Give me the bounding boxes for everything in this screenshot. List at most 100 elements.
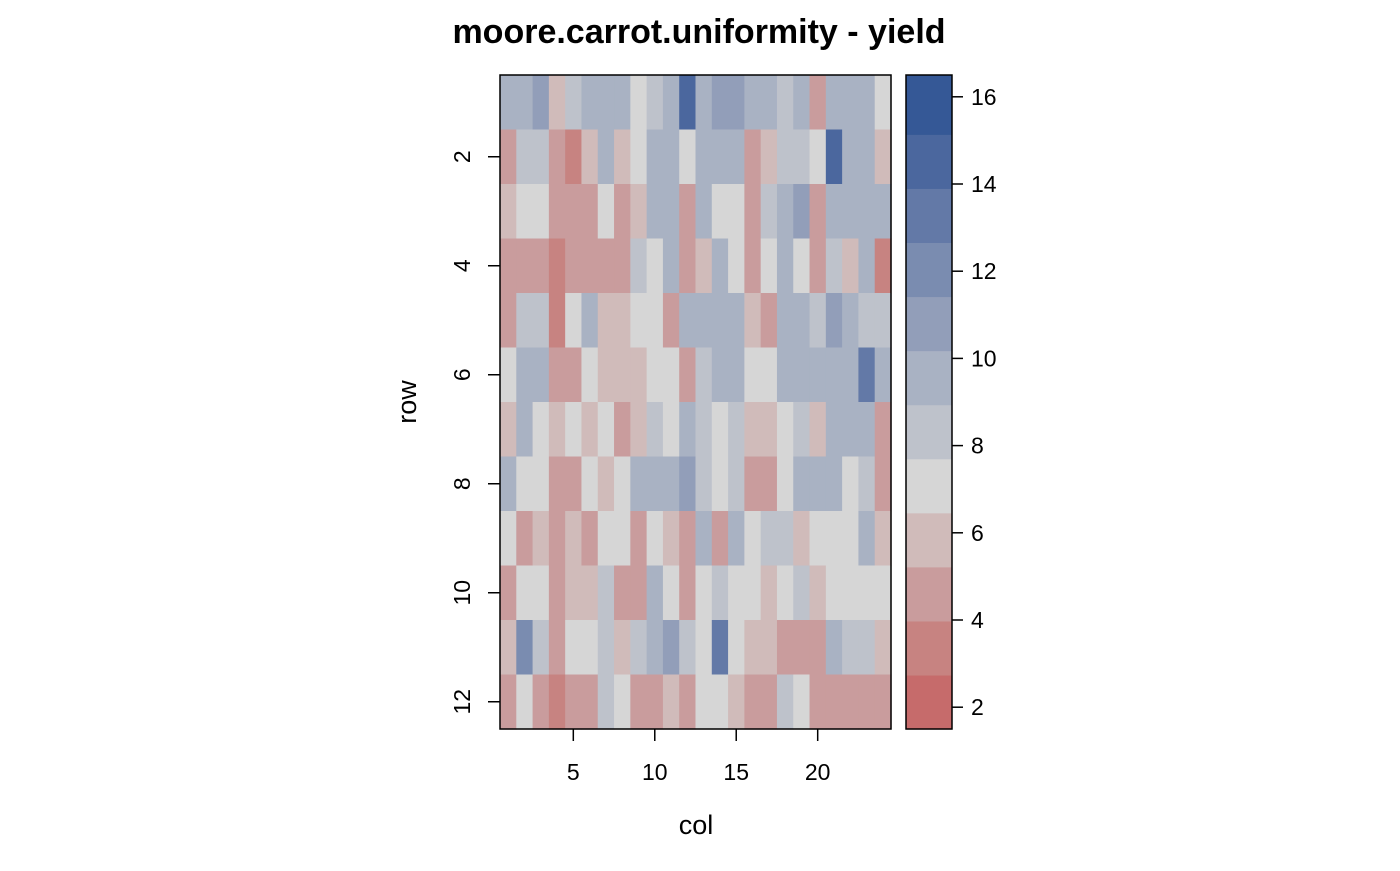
heatmap-cell (695, 293, 713, 349)
heatmap-cell (630, 620, 648, 676)
heatmap-cell (695, 674, 713, 730)
heatmap-cell (662, 184, 680, 240)
heatmap-cell (581, 238, 599, 294)
heatmap-cell (614, 184, 631, 240)
heatmap-cell (809, 238, 827, 294)
heatmap-cell (744, 184, 762, 240)
heatmap-cell (548, 75, 566, 131)
heatmap-cell (728, 238, 745, 294)
heatmap-cell (565, 511, 583, 567)
heatmap-cell (874, 184, 892, 240)
y-tick-label: 2 (449, 150, 475, 163)
heatmap-cell (614, 456, 631, 512)
heatmap-cell (858, 75, 876, 131)
heatmap-cell (825, 184, 843, 240)
heatmap-cell (858, 456, 876, 512)
heatmap-cell (500, 293, 517, 349)
heatmap-cell (662, 402, 680, 458)
heatmap-cell (695, 402, 713, 458)
heatmap-cell (728, 674, 745, 730)
heatmap-cell (842, 238, 860, 294)
heatmap-cell (548, 347, 566, 403)
heatmap-cell (776, 565, 794, 621)
heatmap-cell (679, 511, 697, 567)
heatmap-cell (548, 129, 566, 185)
heatmap-cell (760, 238, 778, 294)
heatmap-cell (744, 620, 762, 676)
heatmap-cell (695, 456, 713, 512)
heatmap-cell (516, 565, 534, 621)
heatmap-cell (679, 184, 697, 240)
heatmap-cell (679, 402, 697, 458)
y-tick-label: 10 (449, 580, 475, 606)
heatmap-cell (809, 293, 827, 349)
heatmap-cell (776, 129, 794, 185)
heatmap-cell (597, 293, 615, 349)
heatmap-cell (630, 293, 648, 349)
heatmap-cell (809, 129, 827, 185)
heatmap-cell (532, 293, 550, 349)
heatmap-cell (793, 293, 811, 349)
heatmap-cell (842, 75, 860, 131)
heatmap-cell (874, 565, 892, 621)
heatmap-cell (776, 674, 794, 730)
heatmap-cell (532, 75, 550, 131)
heatmap-cell (646, 565, 664, 621)
y-tick-label: 6 (449, 368, 475, 381)
y-tick-label: 8 (449, 477, 475, 490)
heatmap-cell (825, 347, 843, 403)
heatmap-cell (581, 347, 599, 403)
heatmap-cell (597, 674, 615, 730)
heatmap-cell (565, 75, 583, 131)
heatmap-cell (565, 238, 583, 294)
heatmap-cell (760, 347, 778, 403)
heatmap-cell (565, 129, 583, 185)
heatmap-cell (842, 456, 860, 512)
heatmap-cell (662, 238, 680, 294)
colorbar-bin (906, 242, 952, 298)
heatmap-cell (695, 347, 713, 403)
heatmap-cell (760, 293, 778, 349)
heatmap-cell (597, 75, 615, 131)
heatmap-cell (614, 565, 631, 621)
heatmap-cell (597, 129, 615, 185)
heatmap-cell (695, 75, 713, 131)
heatmap-cell (744, 238, 762, 294)
heatmap-cell (630, 347, 648, 403)
heatmap-cell (646, 620, 664, 676)
heatmap-cell (614, 511, 631, 567)
heatmap-cell (662, 293, 680, 349)
heatmap-cell (825, 511, 843, 567)
heatmap-cell (662, 674, 680, 730)
heatmap-cell (825, 402, 843, 458)
colorbar-tick-label: 16 (971, 84, 997, 110)
heatmap-cell (614, 75, 631, 131)
heatmap-cell (500, 347, 517, 403)
heatmap-cell (548, 293, 566, 349)
heatmap-cell (614, 238, 631, 294)
heatmap-cell (565, 620, 583, 676)
heatmap-cell (500, 184, 517, 240)
heatmap-cell (874, 75, 892, 131)
heatmap-cell (711, 347, 729, 403)
heatmap-cell (776, 75, 794, 131)
heatmap-cell (809, 184, 827, 240)
heatmap-cell (825, 565, 843, 621)
heatmap-cell (825, 238, 843, 294)
heatmap-cell (581, 402, 599, 458)
heatmap-cell (776, 511, 794, 567)
colorbar-bin (906, 75, 952, 135)
heatmap-cell (776, 347, 794, 403)
heatmap-cell (597, 402, 615, 458)
heatmap-cell (516, 184, 534, 240)
heatmap-cell (793, 565, 811, 621)
heatmap-cell (630, 402, 648, 458)
heatmap-cell (776, 293, 794, 349)
heatmap-cell (695, 565, 713, 621)
heatmap-cell (874, 402, 892, 458)
heatmap-cell (516, 238, 534, 294)
y-tick-label: 4 (449, 259, 475, 272)
heatmap-cell (581, 620, 599, 676)
heatmap-cell (842, 293, 860, 349)
